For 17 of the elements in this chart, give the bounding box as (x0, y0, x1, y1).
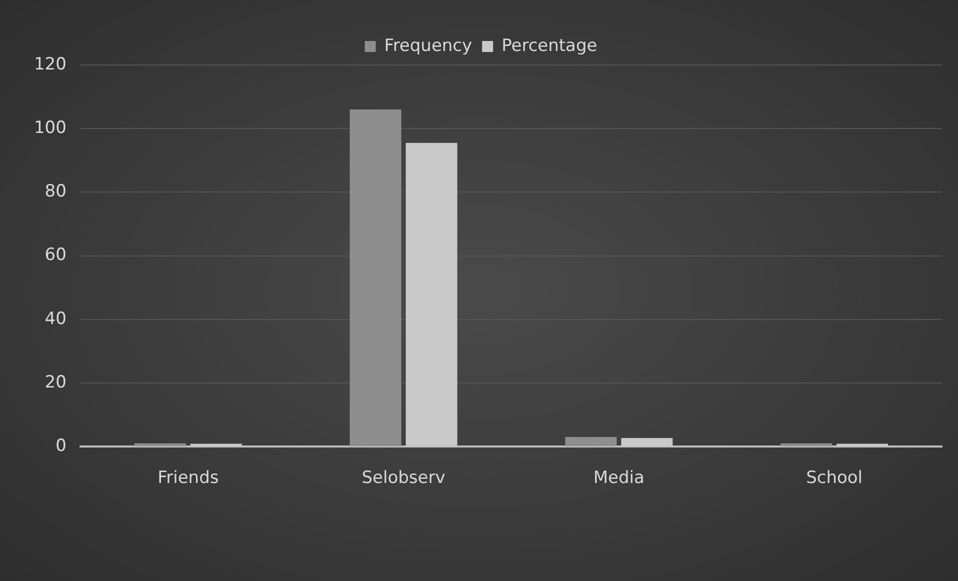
x-tick-label: Selobserv (362, 468, 446, 488)
bar (134, 443, 186, 446)
bar (350, 110, 402, 446)
x-tick-label: Media (593, 468, 644, 488)
y-tick-label: 120 (34, 54, 66, 74)
x-tick-label: School (806, 468, 863, 488)
y-tick-label: 20 (44, 372, 66, 392)
bar (780, 443, 832, 446)
legend-label: Percentage (502, 36, 598, 56)
y-tick-label: 60 (44, 245, 66, 266)
x-tick-label: Friends (158, 468, 219, 488)
y-tick-label: 100 (34, 118, 66, 138)
y-tick-label: 40 (44, 308, 66, 329)
legend-label: Frequency (384, 36, 472, 56)
y-tick-label: 80 (44, 182, 66, 202)
bar (565, 437, 617, 446)
y-tick-label: 0 (56, 436, 66, 456)
